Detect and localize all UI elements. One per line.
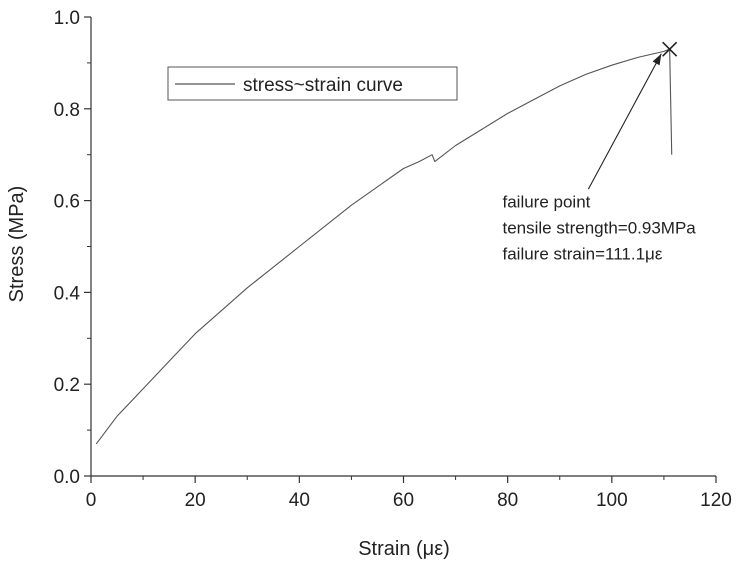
y-tick-label: 0.6 [54,192,80,213]
series-layer [95,41,678,445]
y-axis-title: Stress (MPa) [6,186,28,303]
x-tick-label: 80 [497,490,518,511]
annotation-line-1: failure point [503,193,591,212]
series-line [95,48,670,445]
x-tick-label: 100 [596,490,628,511]
failure-annotation: failure point tensile strength=0.93MPa f… [503,53,697,264]
x-tick-label: 120 [700,490,732,511]
x-axis-title: Strain (με) [358,538,450,560]
x-tick-label: 20 [185,490,206,511]
failure-x-marker-stroke-b [662,41,678,57]
y-tick-label: 0.4 [54,283,81,304]
x-tick-label: 60 [393,490,414,511]
y-tick-label: 1.0 [54,8,80,29]
failure-drop-line [669,49,673,155]
annotation-line-3: failure strain=111.1με [503,245,663,264]
annotation-arrow-line [587,53,662,190]
y-tick-label: 0.2 [54,375,80,396]
x-tick-label: 40 [289,490,310,511]
legend: stress~strain curve [167,66,458,101]
legend-label: stress~strain curve [243,75,403,96]
y-tick-label: 0.0 [54,467,80,488]
legend-box [167,66,458,101]
y-tick-label: 0.8 [54,100,80,121]
annotation-arrowhead [652,53,662,66]
ticks: 0 20 40 60 80 100 120 0.0 0.2 0.4 0.6 0.8 1.0 [54,8,732,511]
annotation-line-2: tensile strength=0.93MPa [503,219,697,238]
x-tick-label: 0 [86,490,97,511]
